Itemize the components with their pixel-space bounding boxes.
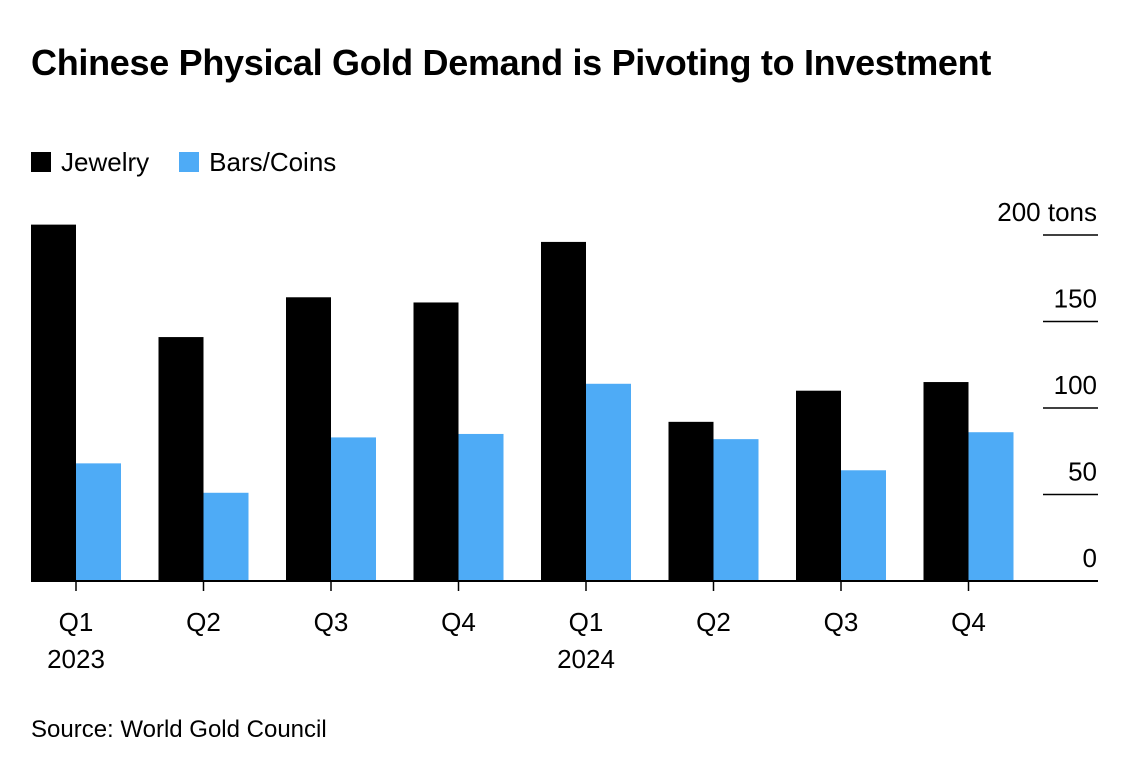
x-tick-label: Q4 bbox=[951, 607, 986, 637]
legend-label-jewelry: Jewelry bbox=[61, 146, 150, 177]
y-tick-label: 50 bbox=[1068, 457, 1097, 487]
chart-title: Chinese Physical Gold Demand is Pivoting… bbox=[31, 42, 992, 83]
bar-bars-coins bbox=[331, 437, 376, 581]
bar-jewelry bbox=[31, 224, 76, 581]
legend-item-bars-coins: Bars/Coins bbox=[179, 147, 336, 178]
y-tick-label: 0 bbox=[1083, 543, 1097, 573]
x-tick-label: Q1 bbox=[569, 607, 604, 637]
x-tick-label: Q2 bbox=[696, 607, 731, 637]
x-tick-label: Q3 bbox=[824, 607, 859, 637]
bar-chart: 0 50 100 150 200 tons Q1 2023 Q2 Q3 Q4 Q1 2024 Q2 Q3 Q… bbox=[31, 197, 1098, 674]
bar-bars-coins bbox=[713, 439, 759, 581]
y-tick-label: 200 tons bbox=[997, 197, 1097, 227]
x-tick-label: Q1 bbox=[59, 607, 94, 637]
x-tick-label: Q3 bbox=[314, 607, 349, 637]
bar-jewelry bbox=[541, 241, 586, 582]
y-tick-label: 150 bbox=[1054, 284, 1097, 314]
bar-jewelry bbox=[923, 382, 969, 581]
bar-bars-coins bbox=[458, 433, 504, 581]
x-year-label: 2023 bbox=[47, 644, 105, 674]
x-year-label: 2024 bbox=[557, 644, 615, 674]
legend-label-bars-coins: Bars/Coins bbox=[209, 146, 337, 177]
bar-bars-coins bbox=[586, 383, 631, 581]
bar-jewelry bbox=[413, 302, 459, 581]
x-tick-label: Q2 bbox=[186, 607, 221, 637]
legend-item-jewelry: Jewelry bbox=[31, 147, 149, 178]
bar-jewelry bbox=[796, 390, 841, 581]
bar-jewelry bbox=[668, 421, 714, 581]
bar-bars-coins bbox=[76, 463, 121, 581]
bar-bars-coins bbox=[968, 432, 1014, 581]
bar-jewelry bbox=[158, 337, 204, 581]
legend-swatch-bars-coins bbox=[179, 152, 200, 172]
legend-swatch-jewelry bbox=[31, 152, 51, 172]
source-note: Source: World Gold Council bbox=[31, 716, 327, 743]
x-tick-label: Q4 bbox=[441, 607, 476, 637]
bar-bars-coins bbox=[203, 492, 249, 581]
bar-jewelry bbox=[286, 297, 331, 581]
legend: Jewelry Bars/Coins bbox=[31, 146, 366, 178]
y-tick-label: 100 bbox=[1054, 370, 1097, 400]
bar-bars-coins bbox=[841, 470, 886, 581]
